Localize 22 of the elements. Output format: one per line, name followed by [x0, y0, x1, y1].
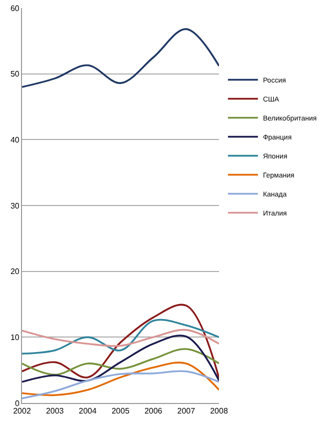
line-series [22, 328, 219, 347]
x-tick-label: 2002 [13, 406, 32, 416]
y-tick-label: 50 [10, 70, 20, 79]
x-tick-label: 2006 [144, 406, 163, 416]
y-tick-label: 10 [10, 332, 20, 342]
line-series [22, 370, 219, 400]
line-series [22, 334, 219, 383]
line-series [22, 28, 219, 88]
x-tick-label: 2005 [112, 406, 130, 416]
y-tick-label: 20 [10, 267, 20, 276]
line-series [22, 362, 219, 396]
y-tick-label: 0 [14, 398, 20, 408]
line-series [22, 348, 219, 376]
x-tick-label: 2007 [177, 406, 196, 416]
y-tick-label: 30 [10, 201, 20, 210]
y-tick-label: 60 [10, 4, 20, 13]
y-tick-label: 40 [10, 135, 20, 144]
line-series [22, 304, 219, 379]
x-tick-label: 2008 [210, 406, 228, 416]
x-tick-label: 2004 [78, 406, 98, 416]
x-tick-label: 2003 [46, 406, 64, 416]
line-series [22, 318, 219, 355]
